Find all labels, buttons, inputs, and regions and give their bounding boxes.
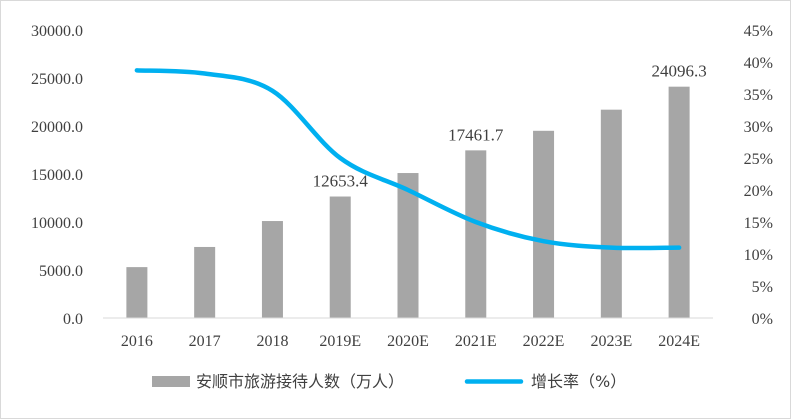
- bar-data-label: 17461.7: [448, 125, 504, 144]
- bar: [329, 196, 351, 318]
- x-axis-tick-label: 2016: [121, 333, 153, 350]
- left-axis-tick-label: 30000.0: [31, 23, 83, 40]
- left-axis-tick-label: 15000.0: [31, 167, 83, 184]
- left-axis-tick-label: 10000.0: [31, 215, 83, 232]
- right-axis-tick-label: 0%: [752, 311, 773, 328]
- bar: [533, 130, 555, 318]
- bar-data-label: 24096.3: [651, 62, 706, 81]
- x-axis-tick-label: 2022E: [523, 333, 565, 350]
- left-axis-tick-label: 0.0: [63, 311, 83, 328]
- right-axis-tick-label: 15%: [744, 215, 773, 232]
- right-axis-tick-label: 30%: [744, 119, 773, 136]
- x-axis-tick-label: 2023E: [590, 333, 632, 350]
- legend-bar-label: 安顺市旅游接待人数（万人）: [196, 372, 404, 391]
- left-axis-tick-label: 20000.0: [31, 119, 83, 136]
- bar: [126, 267, 148, 318]
- x-axis-tick-label: 2021E: [455, 333, 497, 350]
- growth-rate-line: [134, 68, 682, 251]
- right-axis-tick-label: 20%: [744, 183, 773, 200]
- x-axis-tick-label: 2018: [256, 333, 288, 350]
- x-axis-tick-label: 2017: [189, 333, 221, 350]
- right-axis-tick-label: 25%: [744, 151, 773, 168]
- x-axis-tick-label: 2020E: [387, 333, 429, 350]
- bar: [600, 109, 622, 319]
- x-axis-ticks: 2016 2017 2018 2019E 2020E 2021E 2022E 2023E 202…: [121, 333, 700, 350]
- legend: 安顺市旅游接待人数（万人） 增长率（%）: [152, 372, 626, 391]
- right-axis-tick-label: 10%: [744, 247, 773, 264]
- bar: [261, 221, 283, 318]
- bar-series: [126, 86, 690, 319]
- bar-data-label: 12653.4: [313, 172, 369, 191]
- bar: [465, 150, 487, 318]
- right-axis-tick-label: 5%: [752, 279, 773, 296]
- bar: [397, 173, 419, 318]
- legend-line-label: 增长率（%）: [531, 372, 626, 391]
- bar: [668, 86, 690, 318]
- right-axis-tick-label: 35%: [744, 87, 773, 104]
- left-axis-ticks: 0.0 5000.0 10000.0 15000.0 20000.0 25000.0 300…: [31, 23, 83, 328]
- right-axis-tick-label: 45%: [744, 23, 773, 40]
- bar: [194, 246, 216, 318]
- legend-bar-swatch: [152, 376, 190, 387]
- left-axis-tick-label: 5000.0: [39, 263, 83, 280]
- left-axis-tick-label: 25000.0: [31, 71, 83, 88]
- right-axis-tick-label: 40%: [744, 55, 773, 72]
- x-axis-tick-label: 2024E: [658, 333, 700, 350]
- x-axis-tick-label: 2019E: [319, 333, 361, 350]
- right-axis-ticks: 0% 5% 10% 15% 20% 25% 30% 35% 40% 45%: [744, 23, 773, 328]
- data-labels: 12653.4 17461.7 24096.3: [313, 62, 707, 191]
